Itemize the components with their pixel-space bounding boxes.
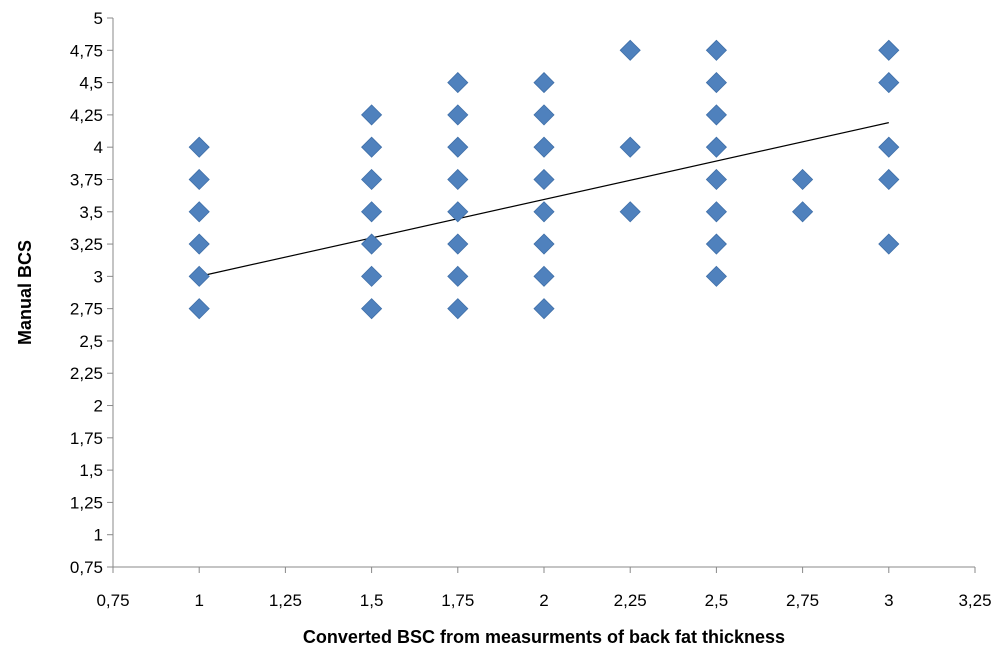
data-point-diamond bbox=[189, 234, 209, 254]
data-point-diamond bbox=[189, 299, 209, 319]
data-point-diamond bbox=[534, 105, 554, 125]
data-point-diamond bbox=[362, 299, 382, 319]
data-point-diamond bbox=[448, 169, 468, 189]
y-tick-label: 2 bbox=[94, 397, 103, 416]
data-point-diamond bbox=[706, 266, 726, 286]
data-point-diamond bbox=[620, 137, 640, 157]
x-tick-label: 2,5 bbox=[705, 591, 729, 610]
y-tick-label: 4,75 bbox=[70, 41, 103, 60]
data-point-diamond bbox=[362, 234, 382, 254]
x-tick-label: 1 bbox=[194, 591, 203, 610]
x-tick-label: 2 bbox=[539, 591, 548, 610]
data-point-diamond bbox=[189, 202, 209, 222]
y-tick-label: 0,75 bbox=[70, 558, 103, 577]
x-tick-label: 1,75 bbox=[441, 591, 474, 610]
y-tick-label: 2,75 bbox=[70, 300, 103, 319]
y-tick-label: 2,5 bbox=[79, 332, 103, 351]
x-tick-label: 1,25 bbox=[269, 591, 302, 610]
data-point-diamond bbox=[706, 73, 726, 93]
data-point-diamond bbox=[620, 202, 640, 222]
y-tick-label: 1 bbox=[94, 526, 103, 545]
data-point-diamond bbox=[534, 169, 554, 189]
y-tick-label: 4,5 bbox=[79, 74, 103, 93]
y-tick-label: 4 bbox=[94, 138, 103, 157]
data-point-diamond bbox=[534, 73, 554, 93]
data-point-diamond bbox=[879, 169, 899, 189]
x-axis-title: Converted BSC from measurments of back f… bbox=[303, 627, 785, 647]
y-tick-label: 1,75 bbox=[70, 429, 103, 448]
y-tick-label: 5 bbox=[94, 9, 103, 28]
data-point-diamond bbox=[879, 40, 899, 60]
y-tick-label: 1,25 bbox=[70, 493, 103, 512]
y-axis-title: Manual BCS bbox=[15, 240, 35, 345]
y-tick-label: 2,25 bbox=[70, 364, 103, 383]
data-point-diamond bbox=[189, 137, 209, 157]
data-point-diamond bbox=[706, 40, 726, 60]
x-tick-label: 1,5 bbox=[360, 591, 384, 610]
y-tick-label: 3 bbox=[94, 267, 103, 286]
axes-group bbox=[113, 18, 975, 567]
data-points bbox=[189, 40, 899, 318]
data-point-diamond bbox=[706, 169, 726, 189]
data-point-diamond bbox=[448, 266, 468, 286]
data-point-diamond bbox=[793, 202, 813, 222]
data-point-diamond bbox=[448, 234, 468, 254]
x-tick-label: 0,75 bbox=[96, 591, 129, 610]
x-tick-label: 2,25 bbox=[614, 591, 647, 610]
data-point-diamond bbox=[448, 299, 468, 319]
data-point-diamond bbox=[448, 73, 468, 93]
data-point-diamond bbox=[706, 234, 726, 254]
data-point-diamond bbox=[534, 137, 554, 157]
x-axis-ticks: 0,75 1 1,25 1,5 1,75 2 2,25 2,5 2,75 3 3,25 bbox=[96, 567, 991, 610]
data-point-diamond bbox=[706, 202, 726, 222]
x-tick-label: 3,25 bbox=[958, 591, 991, 610]
data-point-diamond bbox=[362, 137, 382, 157]
data-point-diamond bbox=[362, 202, 382, 222]
x-tick-label: 2,75 bbox=[786, 591, 819, 610]
data-point-diamond bbox=[448, 105, 468, 125]
y-tick-label: 1,5 bbox=[79, 461, 103, 480]
data-point-diamond bbox=[448, 202, 468, 222]
y-tick-label: 3,25 bbox=[70, 235, 103, 254]
data-point-diamond bbox=[362, 169, 382, 189]
y-tick-label: 3,75 bbox=[70, 170, 103, 189]
y-tick-label: 3,5 bbox=[79, 203, 103, 222]
data-point-diamond bbox=[362, 105, 382, 125]
data-point-diamond bbox=[706, 137, 726, 157]
y-tick-label: 4,25 bbox=[70, 106, 103, 125]
data-point-diamond bbox=[534, 299, 554, 319]
data-point-diamond bbox=[534, 202, 554, 222]
data-point-diamond bbox=[793, 169, 813, 189]
data-point-diamond bbox=[534, 266, 554, 286]
y-axis-ticks: 0,75 1 1,25 1,5 1,75 2 2,25 2,5 2,75 3 3,25 3,5 3,75… bbox=[70, 9, 113, 577]
data-point-diamond bbox=[879, 73, 899, 93]
data-point-diamond bbox=[189, 169, 209, 189]
x-tick-label: 3 bbox=[884, 591, 893, 610]
data-point-diamond bbox=[620, 40, 640, 60]
data-point-diamond bbox=[534, 234, 554, 254]
data-point-diamond bbox=[879, 234, 899, 254]
data-point-diamond bbox=[879, 137, 899, 157]
data-point-diamond bbox=[706, 105, 726, 125]
data-point-diamond bbox=[189, 266, 209, 286]
data-point-diamond bbox=[448, 137, 468, 157]
data-point-diamond bbox=[362, 266, 382, 286]
